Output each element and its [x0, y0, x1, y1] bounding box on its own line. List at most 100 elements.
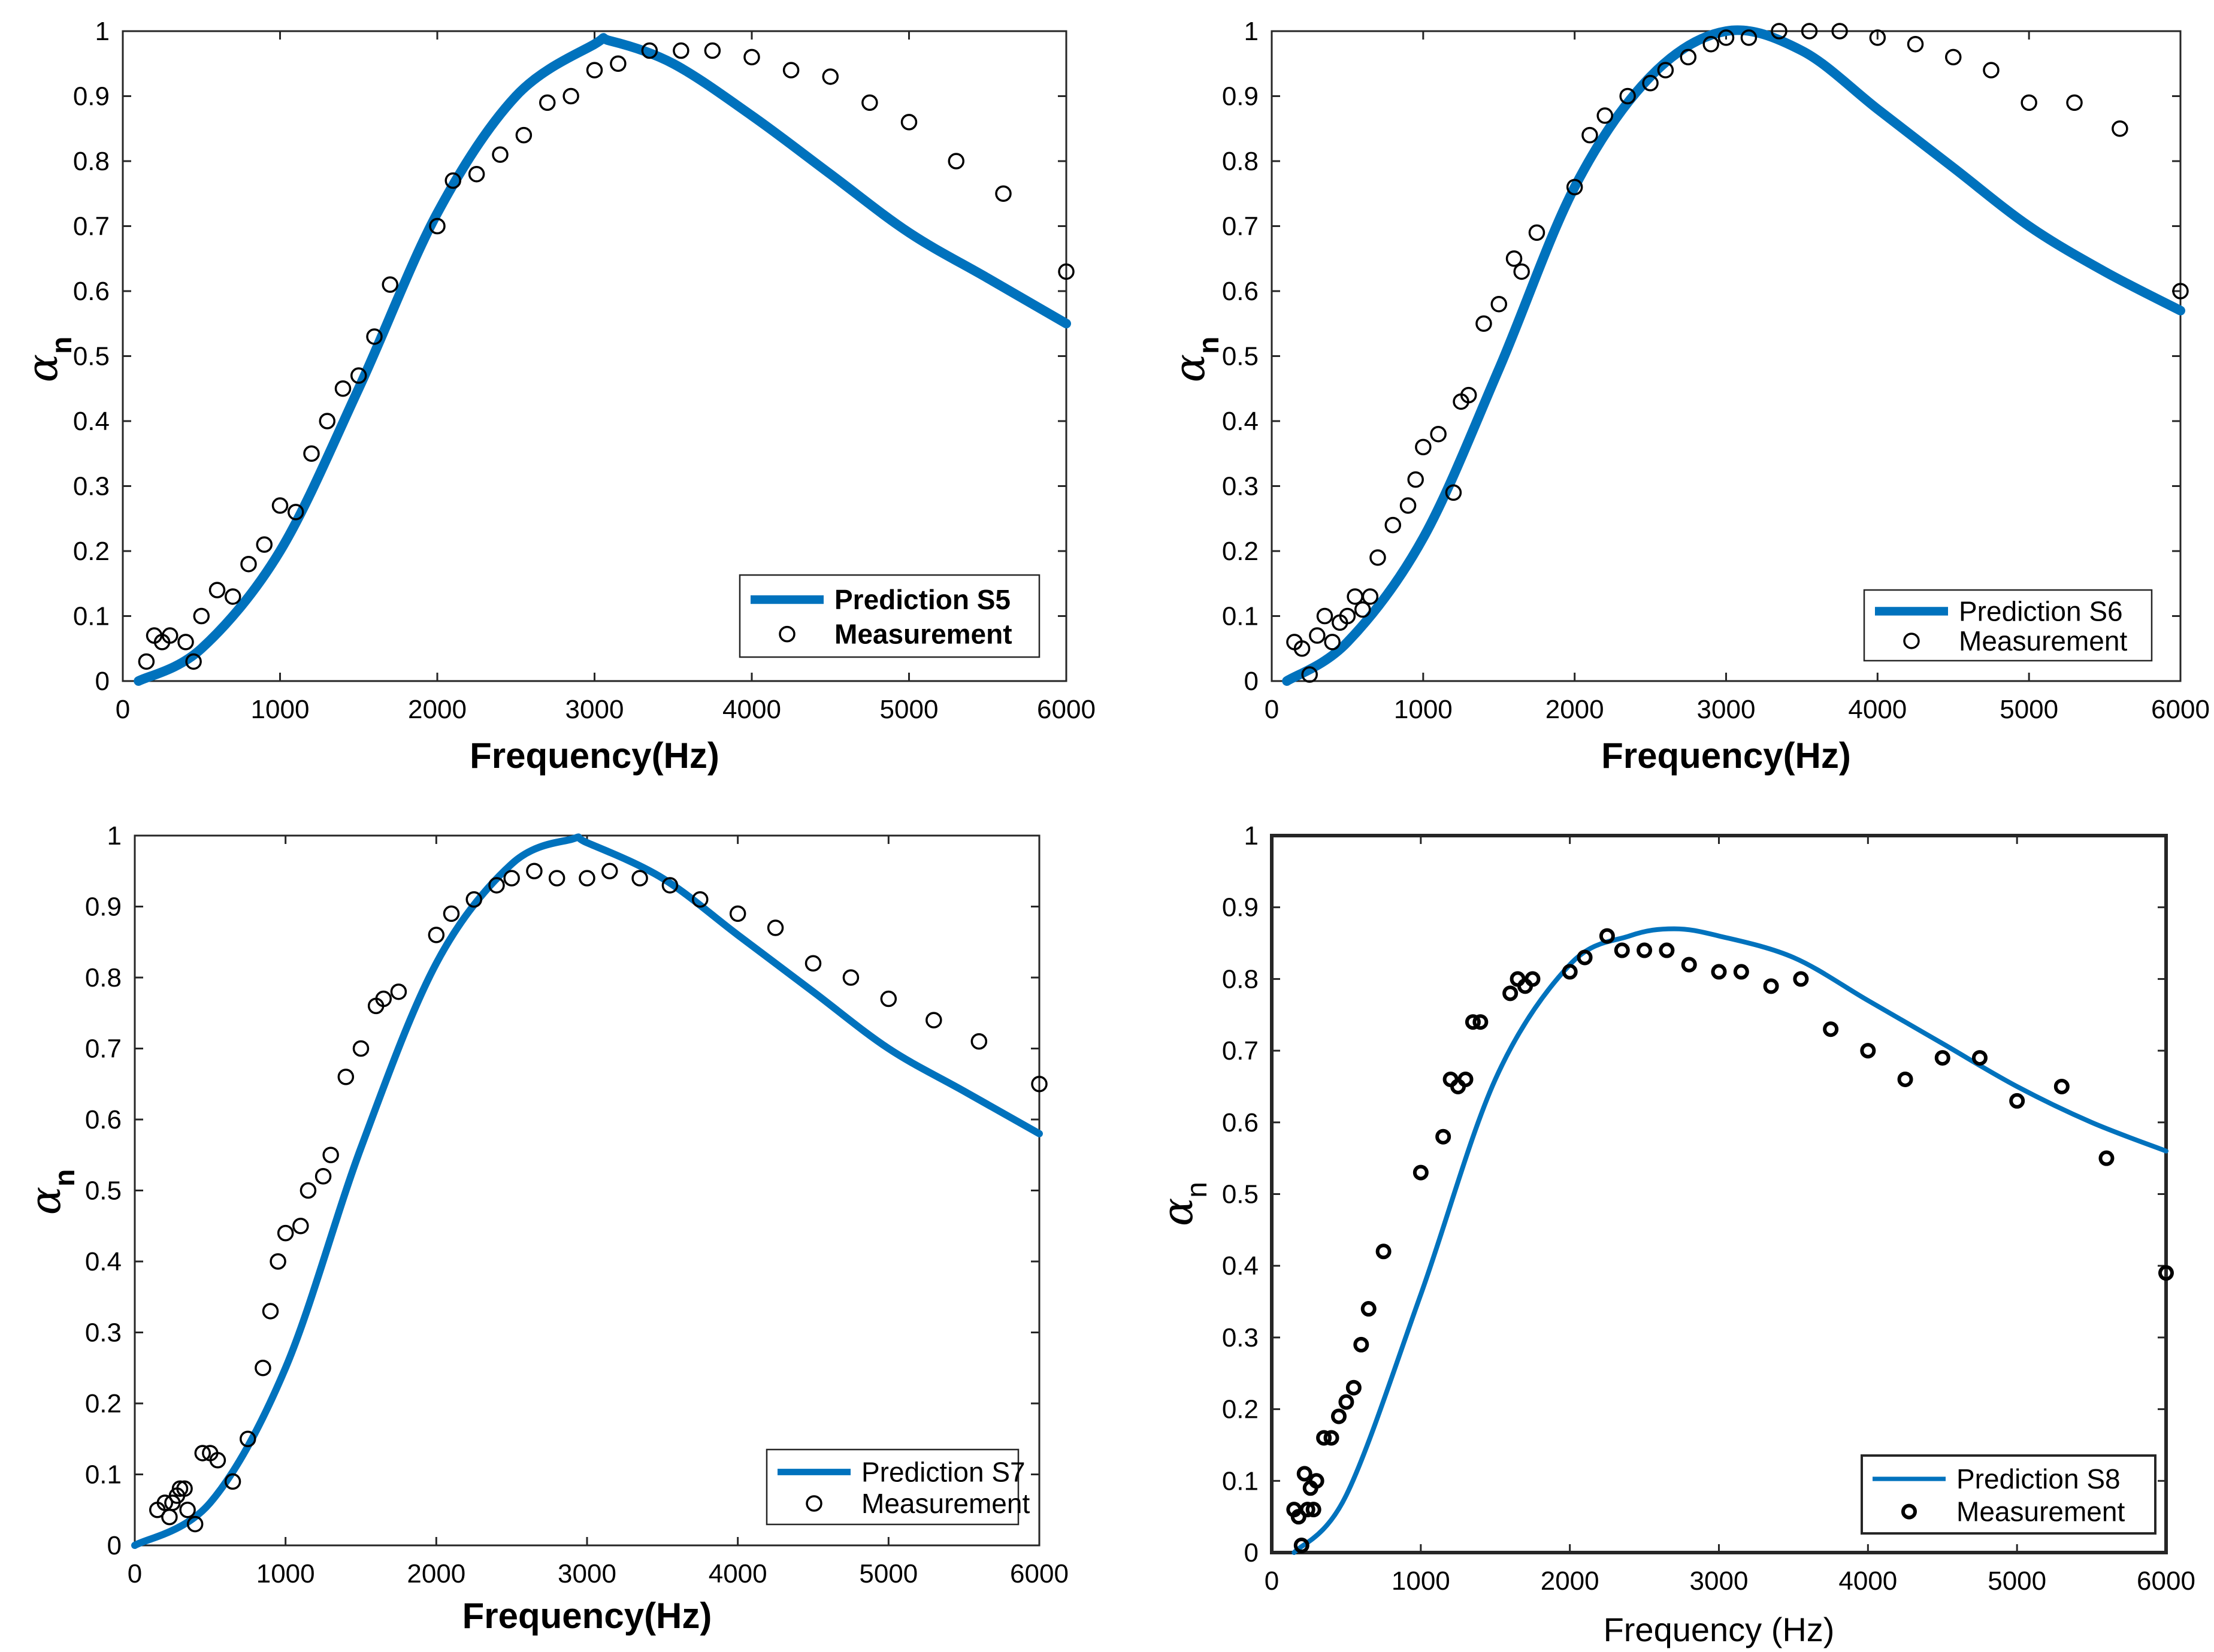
- x-tick-label: 3000: [1690, 1566, 1749, 1596]
- measurement-point: [1305, 1502, 1321, 1518]
- measurement-point: [1637, 942, 1653, 958]
- y-tick-label: 0.6: [73, 277, 110, 306]
- legend-measurement-label: Measurement: [861, 1488, 1030, 1519]
- measurement-point: [1513, 263, 1530, 280]
- x-tick-label: 3000: [565, 695, 624, 724]
- legend-measurement-label: Measurement: [1959, 625, 2127, 656]
- measurement-point: [350, 367, 367, 384]
- measurement-point: [492, 146, 509, 163]
- measurement-point: [303, 445, 320, 462]
- measurement-point: [2112, 120, 2128, 137]
- measurement-point: [352, 1040, 370, 1057]
- measurement-point: [692, 891, 709, 908]
- measurement-point: [300, 1182, 317, 1199]
- measurement-point: [2053, 1078, 2070, 1094]
- measurement-point: [1711, 964, 1727, 980]
- measurement-point: [1680, 49, 1697, 66]
- y-tick-label: 0.2: [1222, 537, 1259, 566]
- legend-prediction-label: Prediction S8: [1956, 1463, 2121, 1494]
- x-tick-label: 2000: [1545, 695, 1604, 724]
- measurement-point: [925, 1012, 942, 1028]
- y-tick-label: 0.9: [73, 82, 110, 111]
- measurement-point: [1353, 1336, 1369, 1353]
- measurement-point: [1460, 386, 1477, 404]
- y-tick-label: 0.4: [1222, 1251, 1259, 1281]
- y-axis-label: αn: [1153, 1182, 1213, 1226]
- measurement-point: [1360, 1301, 1377, 1317]
- y-tick-label: 0.7: [85, 1034, 122, 1064]
- measurement-point: [428, 927, 445, 943]
- y-tick-label: 0.4: [73, 407, 110, 436]
- measurement-point: [2009, 1093, 2025, 1109]
- measurement-point: [1293, 1538, 1309, 1554]
- measurement-point: [1740, 29, 1758, 46]
- measurement-point: [1983, 62, 2000, 78]
- measurement-point: [225, 588, 241, 605]
- measurement-point: [1860, 1043, 1876, 1059]
- measurement-point: [1384, 516, 1402, 534]
- measurement-point: [1465, 1014, 1481, 1030]
- measurement-point: [271, 497, 289, 514]
- measurement-point: [1293, 640, 1311, 657]
- legend-measurement-swatch: [806, 1495, 822, 1512]
- measurement-point: [256, 536, 273, 553]
- measurement-point: [880, 990, 897, 1007]
- x-axis-label: Frequency(Hz): [1601, 736, 1851, 776]
- measurement-point: [2098, 1150, 2115, 1166]
- measurement-point: [1338, 1394, 1354, 1410]
- measurement-point: [193, 607, 210, 625]
- measurement-point: [1528, 224, 1545, 241]
- measurement-point: [1596, 107, 1613, 124]
- prediction-series-line: [1282, 25, 2185, 686]
- y-tick-label: 0.5: [73, 342, 110, 371]
- measurement-point: [185, 653, 202, 670]
- x-tick-label: 0: [116, 695, 130, 724]
- measurement-point: [277, 1224, 294, 1242]
- x-tick-label: 0: [1265, 695, 1279, 724]
- y-tick-label: 0.5: [85, 1176, 122, 1206]
- y-tick-label: 0.9: [1222, 893, 1259, 922]
- measurement-point: [661, 877, 679, 894]
- chart-panel-2: 0 1000 2000 3000 4000 5000 6000 0 0.1 0.2 0.3 0.4 0.…: [1165, 17, 2210, 776]
- measurement-point: [601, 863, 618, 879]
- x-tick-label: 5000: [859, 1559, 918, 1589]
- measurement-point: [262, 1303, 279, 1320]
- measurement-point: [468, 165, 485, 183]
- measurement-point: [1399, 497, 1417, 514]
- y-tick-label: 0.3: [1222, 472, 1259, 501]
- measurement-point: [1031, 1076, 1048, 1093]
- measurement-point: [292, 1218, 309, 1235]
- measurement-point: [1475, 315, 1492, 332]
- legend-measurement-swatch: [1901, 1503, 1917, 1520]
- y-tick-label: 0.8: [1222, 147, 1259, 176]
- y-tick-label: 0.2: [73, 537, 110, 566]
- measurement-point: [319, 413, 335, 429]
- measurement-point: [1324, 634, 1341, 650]
- measurement-point: [337, 1069, 355, 1085]
- measurement-point: [1309, 627, 1326, 644]
- y-tick-label: 0: [1244, 1538, 1259, 1568]
- legend-measurement-swatch: [1903, 633, 1920, 649]
- measurement-point: [1413, 1164, 1429, 1181]
- measurement-point: [2158, 1265, 2174, 1281]
- measurement-point: [1457, 1071, 1474, 1087]
- legend-prediction-label: Prediction S7: [861, 1457, 1026, 1488]
- legend-measurement-label: Measurement: [834, 619, 1012, 650]
- x-tick-label: 2000: [407, 1559, 465, 1589]
- legend: Prediction S5 Measurement: [739, 574, 1041, 658]
- measurement-point: [1430, 425, 1447, 443]
- measurement-point: [1763, 978, 1779, 994]
- measurement-point: [429, 217, 446, 235]
- measurement-point: [1831, 23, 1848, 40]
- measurement-point: [1771, 23, 1787, 40]
- measurement-point: [1733, 964, 1749, 980]
- prediction-series-line: [131, 833, 1043, 1549]
- y-tick-label: 1: [1244, 17, 1259, 46]
- y-tick-label: 0.5: [1222, 342, 1259, 371]
- measurement-point: [1308, 1473, 1324, 1489]
- measurement-point: [562, 87, 579, 105]
- x-tick-label: 2000: [1541, 1566, 1599, 1596]
- measurement-point: [631, 870, 648, 886]
